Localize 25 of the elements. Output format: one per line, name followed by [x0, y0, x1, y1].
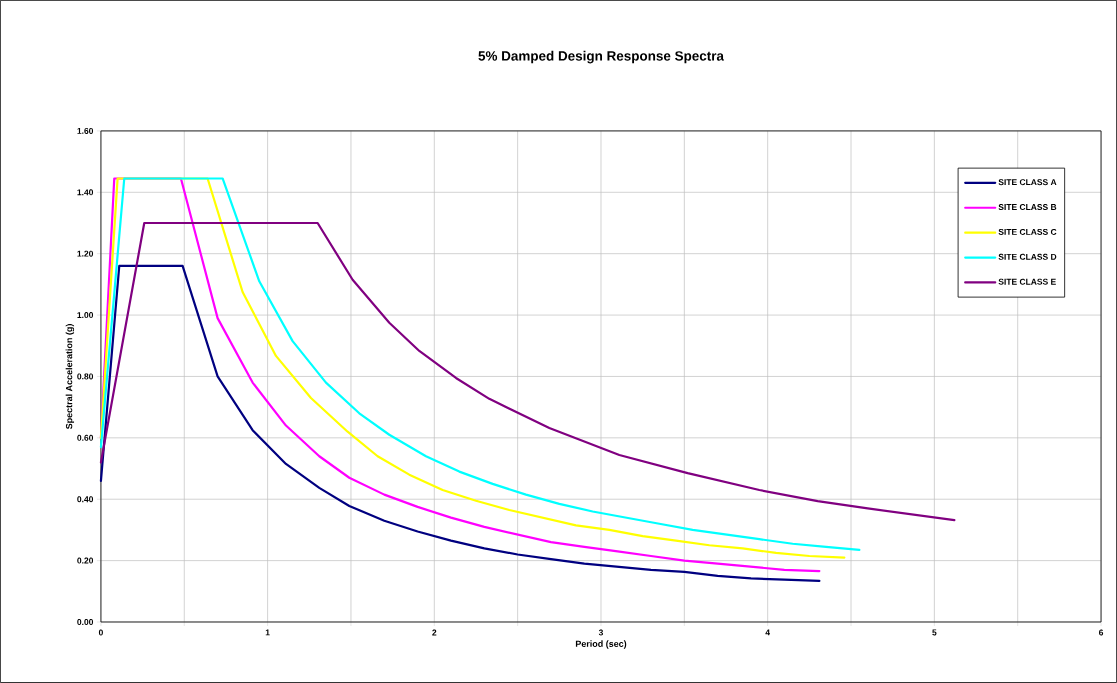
- y-tick-label: 0.80: [77, 373, 94, 380]
- x-tick-label: 1: [265, 629, 270, 636]
- y-tick-label: 0.00: [77, 619, 94, 626]
- legend-label: SITE CLASS A: [998, 179, 1057, 186]
- x-tick-label: 2: [432, 629, 437, 636]
- line-series: [99, 221, 956, 522]
- y-tick-label: 1.60: [77, 127, 94, 134]
- x-axis-title: Period (sec): [575, 640, 627, 649]
- y-tick-label: 0.40: [77, 496, 94, 503]
- x-tick-label: 0: [98, 629, 103, 636]
- legend-label: SITE CLASS E: [998, 278, 1056, 285]
- y-tick-label: 1.20: [77, 250, 94, 257]
- y-tick-label: 1.40: [77, 189, 94, 196]
- x-tick-label: 5: [932, 629, 937, 636]
- y-tick-label: 1.00: [77, 312, 94, 319]
- chart-title: 5% Damped Design Response Spectra: [478, 50, 725, 64]
- x-tick-label: 6: [1099, 629, 1104, 636]
- legend-label: SITE CLASS D: [998, 253, 1057, 260]
- legend-label: SITE CLASS B: [998, 204, 1057, 211]
- x-tick-label: 3: [598, 629, 604, 636]
- y-axis-title: Spectral Acceleration (g): [65, 324, 75, 430]
- y-tick-label: 0.60: [77, 434, 94, 441]
- legend-label: SITE CLASS C: [998, 228, 1057, 235]
- y-tick-label: 0.20: [77, 557, 94, 564]
- x-tick-label: 4: [765, 629, 770, 636]
